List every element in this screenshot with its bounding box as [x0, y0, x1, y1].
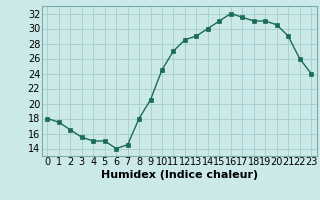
X-axis label: Humidex (Indice chaleur): Humidex (Indice chaleur): [100, 170, 258, 180]
